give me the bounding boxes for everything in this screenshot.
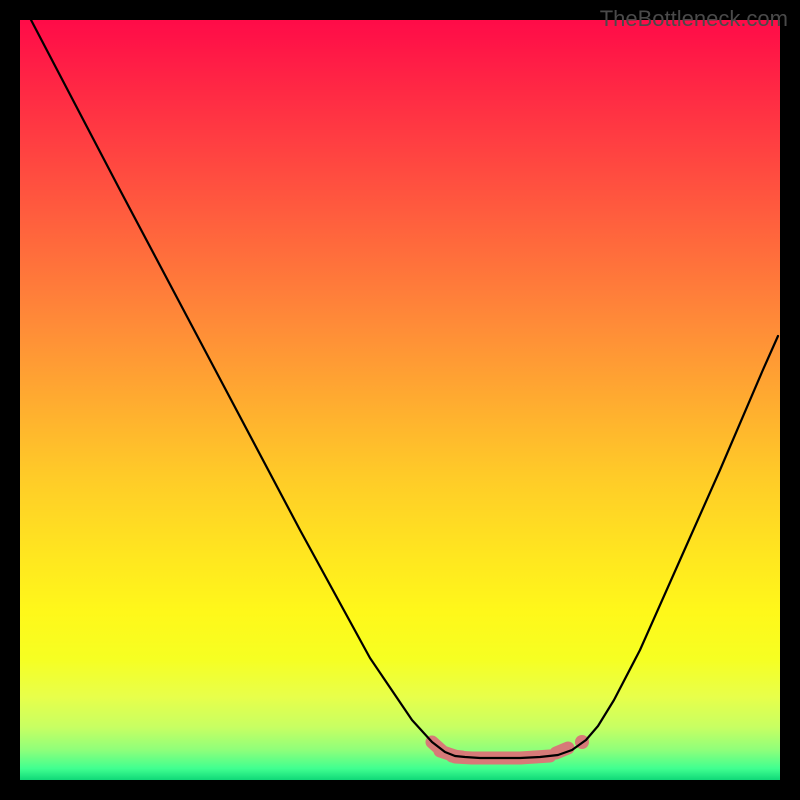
bottleneck-chart: TheBottleneck.com [0, 0, 800, 800]
chart-canvas [0, 0, 800, 800]
chart-plot-area [20, 20, 780, 780]
watermark-text: TheBottleneck.com [600, 6, 788, 32]
